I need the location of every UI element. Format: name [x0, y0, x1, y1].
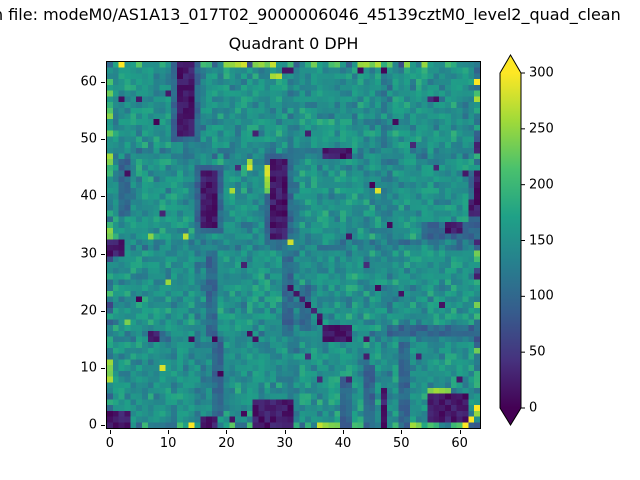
- x-tick-label: 50: [393, 436, 410, 451]
- colorbar-tick-label: 150: [529, 233, 554, 248]
- y-tick-mark: [101, 139, 105, 141]
- x-tick-mark: [168, 430, 170, 434]
- y-tick-mark: [101, 196, 105, 198]
- y-tick-label: 40: [80, 188, 97, 204]
- x-tick-label: 0: [105, 436, 115, 451]
- y-tick-mark: [101, 367, 105, 369]
- x-tick-label: 30: [276, 436, 294, 451]
- figure-suptitle: n file: modeM0/AS1A13_017T02_9000006046_…: [0, 5, 621, 24]
- heatmap-axes: [106, 61, 481, 429]
- x-tick-mark: [401, 430, 403, 434]
- y-tick-label: 30: [80, 246, 97, 262]
- colorbar-bar: [499, 54, 522, 426]
- colorbar-tick-label: 300: [529, 65, 554, 81]
- y-tick-label: 50: [80, 131, 97, 147]
- y-tick-label: 0: [88, 417, 97, 433]
- colorbar-tick-label: 250: [529, 121, 554, 137]
- y-tick-mark: [101, 310, 105, 312]
- x-tick-mark: [226, 430, 228, 434]
- x-tick-mark: [343, 430, 345, 434]
- x-tick-label: 20: [218, 436, 235, 451]
- x-tick-label: 40: [334, 436, 352, 451]
- colorbar-tick-label: 100: [529, 288, 554, 304]
- x-tick-label: 60: [451, 436, 468, 451]
- colorbar-tick-label: 200: [529, 177, 554, 193]
- x-tick-mark: [459, 430, 461, 434]
- x-tick-label: 10: [159, 436, 177, 451]
- colorbar-tick-label: 50: [529, 344, 546, 360]
- colorbar-tick-label: 0: [529, 400, 538, 416]
- colorbar-tick-marks: [521, 72, 525, 409]
- y-tick-label: 60: [80, 74, 97, 90]
- y-tick-mark: [101, 425, 105, 427]
- x-tick-mark: [109, 430, 111, 434]
- x-tick-mark: [284, 430, 286, 434]
- heatmap-image: [107, 62, 480, 428]
- y-tick-label: 20: [80, 303, 97, 319]
- y-tick-mark: [101, 82, 105, 84]
- axes-title: Quadrant 0 DPH: [228, 34, 359, 53]
- y-tick-mark: [101, 253, 105, 255]
- y-tick-label: 10: [80, 360, 97, 376]
